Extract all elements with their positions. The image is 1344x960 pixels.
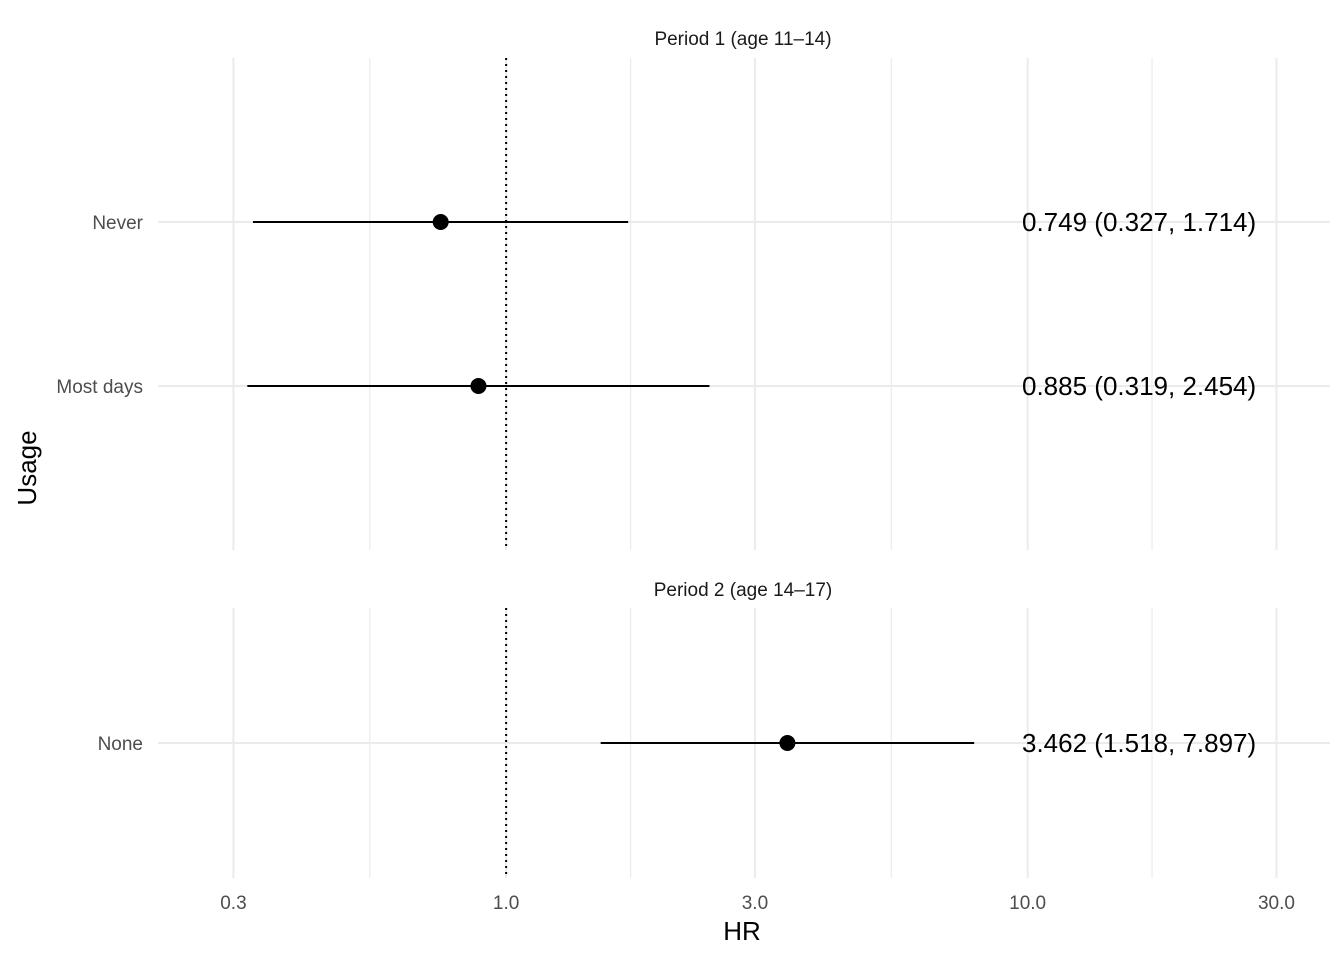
hr-value-label: 0.749 (0.327, 1.714) [1022, 207, 1256, 237]
category-label: Never [92, 213, 143, 234]
panel-1: Period 1 (age 11–14) Never Most days 0.749 … [56, 29, 1330, 550]
x-axis: 0.3 1.0 3.0 10.0 30.0 [220, 893, 1295, 914]
panel-title: Period 1 (age 11–14) [654, 29, 831, 50]
panel-title: Period 2 (age 14–17) [654, 580, 833, 601]
category-label: Most days [56, 377, 143, 398]
panels: Period 1 (age 11–14) Never Most days 0.749 … [56, 29, 1330, 878]
hr-point [432, 214, 449, 230]
y-axis-title: Usage [12, 430, 42, 505]
x-tick-label: 1.0 [493, 893, 519, 914]
panel-2: Period 2 (age 14–17) None 3.462 (1.518, 7.… [98, 580, 1330, 878]
x-tick-label: 3.0 [742, 893, 768, 914]
x-tick-label: 0.3 [220, 893, 246, 914]
hr-point [470, 378, 487, 394]
x-tick-label: 10.0 [1009, 893, 1046, 914]
hr-value-label: 0.885 (0.319, 2.454) [1022, 371, 1256, 401]
x-tick-label: 30.0 [1258, 893, 1295, 914]
category-label: None [98, 734, 143, 755]
x-axis-title: HR [723, 916, 761, 946]
hr-point [779, 735, 796, 751]
hr-value-label: 3.462 (1.518, 7.897) [1022, 728, 1256, 758]
